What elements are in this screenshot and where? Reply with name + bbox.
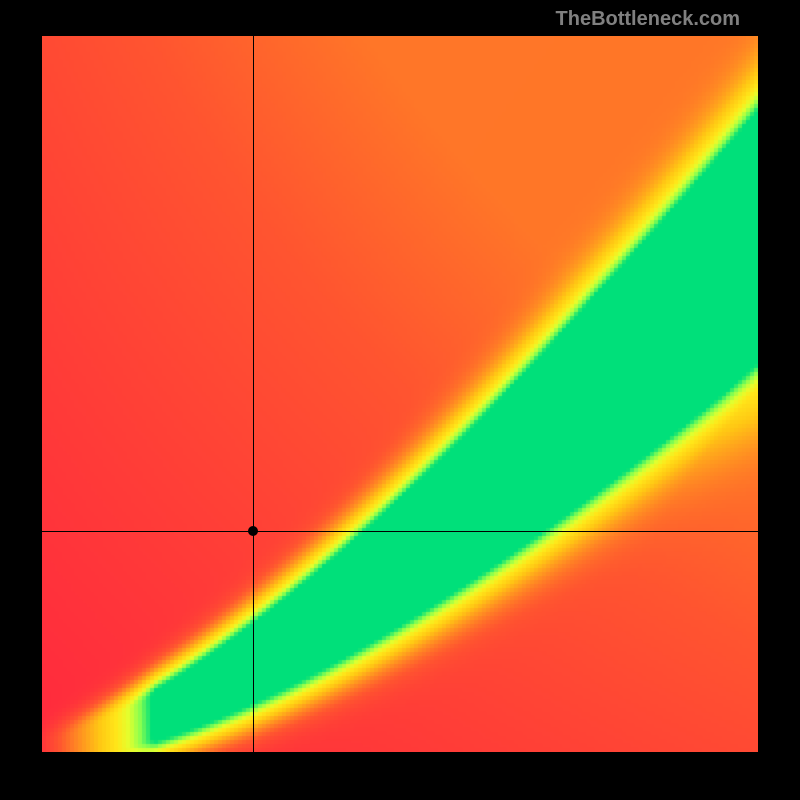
heatmap-canvas bbox=[42, 36, 758, 752]
plot-area bbox=[42, 36, 758, 752]
marker-dot bbox=[248, 526, 258, 536]
crosshair-vertical bbox=[253, 36, 254, 752]
crosshair-horizontal bbox=[42, 531, 758, 532]
watermark-text: TheBottleneck.com bbox=[556, 8, 740, 31]
